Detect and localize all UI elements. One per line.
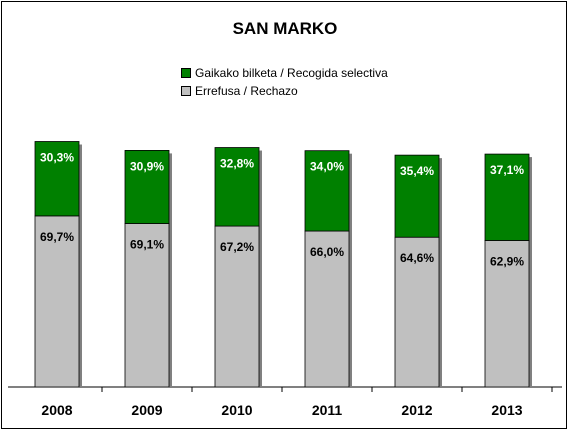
x-tick-label: 2010 xyxy=(221,402,252,418)
bar-segment-rejection xyxy=(34,215,80,388)
data-label-rejection: 67,2% xyxy=(220,240,254,254)
legend-label-rejection: Errefusa / Rechazo xyxy=(195,84,298,98)
legend-item-rejection: Errefusa / Rechazo xyxy=(181,82,388,100)
bar-segment-selective xyxy=(214,147,260,227)
x-tick-label: 2013 xyxy=(491,402,522,418)
bar-segment-selective xyxy=(484,153,530,241)
data-label-selective: 35,4% xyxy=(400,164,434,178)
bar-segment-rejection xyxy=(304,230,350,388)
data-label-selective: 32,8% xyxy=(220,157,254,171)
bar-segment-rejection xyxy=(214,225,260,388)
bar-segment-selective xyxy=(34,141,80,217)
data-label-selective: 30,3% xyxy=(40,151,74,165)
chart-title: SAN MARKO xyxy=(232,19,338,38)
x-tick-label: 2008 xyxy=(41,402,72,418)
data-label-rejection: 69,7% xyxy=(40,230,74,244)
data-label-selective: 37,1% xyxy=(490,163,524,177)
data-label-selective: 30,9% xyxy=(130,159,164,173)
bar-segment-selective xyxy=(124,150,170,224)
data-label-rejection: 64,6% xyxy=(400,251,434,265)
x-tick-label: 2012 xyxy=(401,402,432,418)
data-label-rejection: 69,1% xyxy=(130,238,164,252)
bar-segment-selective xyxy=(304,150,350,232)
legend: Gaikako bilketa / Recogida selectiva Err… xyxy=(181,64,388,100)
x-tick-label: 2011 xyxy=(312,402,343,418)
x-tick-label: 2009 xyxy=(131,402,162,418)
legend-label-selective: Gaikako bilketa / Recogida selectiva xyxy=(195,66,388,80)
legend-swatch-selective xyxy=(181,68,191,78)
bar-segment-rejection xyxy=(484,240,530,388)
data-label-rejection: 66,0% xyxy=(310,245,344,259)
legend-swatch-rejection xyxy=(181,86,191,96)
data-label-selective: 34,0% xyxy=(310,160,344,174)
bar-segment-rejection xyxy=(124,223,170,388)
data-label-rejection: 62,9% xyxy=(490,254,524,268)
bar-segment-selective xyxy=(394,154,440,238)
legend-item-selective: Gaikako bilketa / Recogida selectiva xyxy=(181,64,388,82)
